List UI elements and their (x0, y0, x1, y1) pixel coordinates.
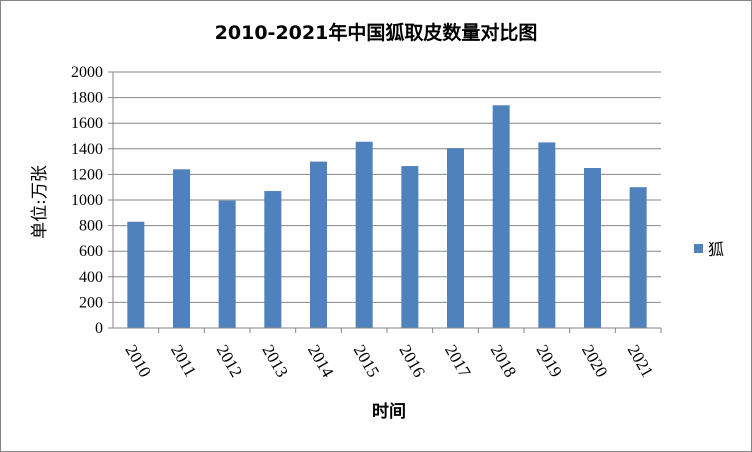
x-tick-label: 2016 (395, 342, 428, 381)
x-tick-label: 2012 (213, 342, 246, 381)
bar (447, 148, 464, 328)
bar (584, 168, 601, 328)
x-tick-label: 2015 (350, 342, 383, 381)
x-tick-label: 2019 (532, 342, 565, 381)
y-tick-label: 600 (79, 243, 103, 260)
y-tick-label: 2000 (71, 64, 103, 81)
bar (264, 191, 282, 328)
bar (492, 105, 510, 328)
y-tick-label: 1400 (71, 141, 103, 158)
bar (538, 142, 556, 328)
chart-title: 2010-2021年中国狐取皮数量对比图 (214, 22, 538, 44)
bar (127, 221, 145, 328)
y-axis-label: 单位:万张 (30, 165, 50, 239)
y-tick-label: 200 (79, 294, 103, 311)
legend: 狐 (694, 240, 724, 259)
legend-swatch-icon (694, 244, 703, 253)
legend-label: 狐 (708, 240, 724, 259)
x-tick-label: 2011 (167, 342, 200, 380)
y-tick-label: 1800 (71, 90, 103, 107)
x-tick-label: 2014 (304, 342, 338, 381)
x-axis (112, 72, 662, 333)
y-tick-label: 1000 (71, 192, 103, 209)
y-tick-label: 1600 (71, 115, 103, 132)
bar (401, 166, 419, 328)
bar (310, 161, 327, 328)
gridlines (108, 71, 661, 329)
x-tick-label: 2018 (487, 342, 520, 381)
x-axis-ticks: 2010 2011 2012 2013 2014 2015 2016 2017 2018 2019… (121, 342, 657, 381)
bar (173, 169, 190, 328)
x-tick-label: 2010 (121, 342, 154, 381)
bar (355, 141, 373, 328)
x-tick-label: 2017 (441, 342, 475, 381)
y-axis-ticks: 0 200 400 600 800 1000 1200 1400 1600 1800 2000 (71, 64, 103, 337)
bar (629, 187, 647, 328)
y-tick-label: 800 (79, 218, 103, 235)
y-tick-label: 400 (79, 269, 103, 286)
x-tick-label: 2021 (624, 342, 657, 381)
x-tick-label: 2013 (258, 342, 291, 381)
x-axis-label: 时间 (372, 401, 406, 422)
x-tick-label: 2020 (578, 342, 611, 381)
y-tick-label: 1200 (71, 166, 103, 183)
bar-series (127, 105, 647, 328)
bar (218, 200, 236, 328)
y-tick-label: 0 (95, 320, 103, 337)
